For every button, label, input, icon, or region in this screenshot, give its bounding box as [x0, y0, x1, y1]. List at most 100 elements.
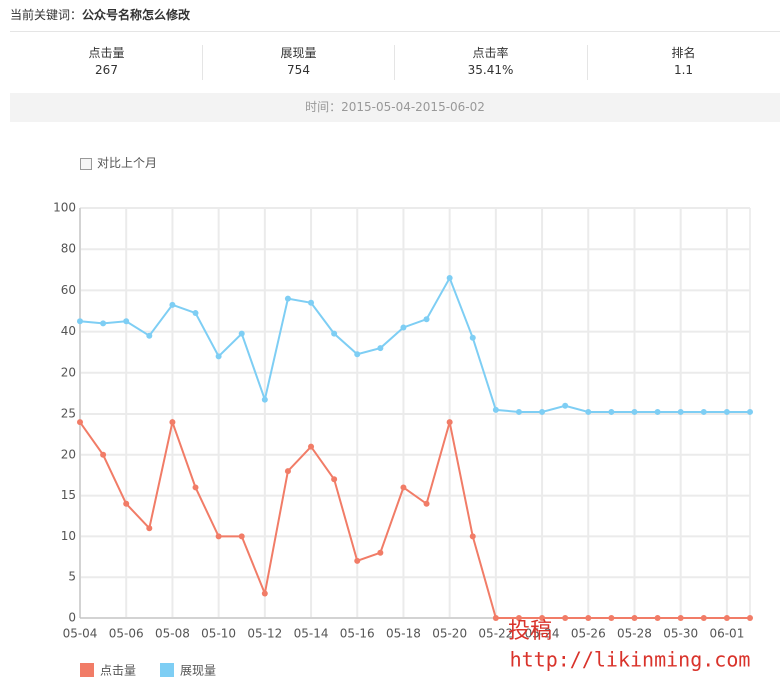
separator [202, 45, 203, 80]
x-tick-label: 05-26 [571, 627, 606, 641]
compare-checkbox[interactable]: 对比上个月 [80, 154, 157, 171]
x-tick-label: 05-18 [386, 627, 421, 641]
data-point [469, 533, 476, 540]
data-point [77, 318, 83, 325]
data-point [400, 484, 407, 491]
y-tick-label: 5 [68, 570, 76, 584]
data-point [492, 615, 499, 621]
data-point [354, 557, 361, 564]
x-tick-label: 05-20 [432, 627, 467, 641]
checkbox-label[interactable]: 对比上个月 [97, 156, 158, 170]
checkbox[interactable] [80, 157, 92, 170]
data-point [747, 615, 753, 621]
data-point [515, 408, 522, 415]
y2-tick-label: 20 [61, 365, 76, 379]
data-point [585, 408, 592, 415]
data-point [608, 408, 615, 415]
series-line [79, 418, 750, 619]
stat-label: 点击量 [88, 46, 125, 60]
y2-tick-label: 40 [61, 324, 76, 338]
legend-swatch [160, 663, 174, 677]
data-point [631, 408, 638, 415]
legend-label: 点击量 [100, 664, 136, 678]
data-point [354, 351, 361, 358]
x-tick-label: 05-16 [340, 627, 375, 641]
data-point [423, 316, 430, 323]
data-point [492, 406, 499, 413]
time-label: 时间： [305, 100, 342, 114]
data-point [215, 533, 222, 540]
data-point [215, 353, 222, 360]
y-tick-label: 10 [61, 529, 76, 543]
data-point [123, 318, 130, 325]
x-tick-label: 05-30 [663, 627, 698, 641]
data-point [446, 419, 453, 426]
data-point [284, 468, 291, 475]
keyword-header: 当前关键词：公众号名称怎么修改 [10, 6, 190, 23]
keyword: 公众号名称怎么修改 [82, 8, 191, 22]
data-point [585, 615, 592, 621]
data-point [562, 615, 569, 621]
y-tick-label: 25 [61, 407, 76, 421]
data-point [238, 330, 245, 337]
stat: 排名 1.1 [587, 45, 780, 79]
data-point [377, 549, 384, 556]
data-point [423, 500, 430, 507]
data-point [331, 330, 338, 337]
divider [10, 31, 780, 32]
data-point [308, 443, 315, 450]
data-point [238, 533, 245, 540]
data-point [747, 408, 753, 415]
keyword-label: 当前关键词： [10, 8, 83, 22]
watermark-url: http://likinming.com [510, 648, 751, 672]
time-range: 2015-05-04-2015-06-02 [341, 100, 485, 114]
data-point [631, 615, 638, 621]
data-point [608, 615, 615, 621]
data-point [192, 484, 199, 491]
y-tick-label: 15 [61, 488, 76, 502]
stat-value: 1.1 [673, 63, 694, 77]
data-point [77, 419, 83, 426]
watermark-title: 投稿 [508, 619, 552, 644]
separator [587, 45, 588, 80]
x-tick-label: 05-04 [63, 627, 98, 641]
y-tick-label: 0 [68, 611, 76, 625]
data-point [677, 615, 684, 621]
data-point [539, 408, 546, 415]
data-point [446, 275, 453, 282]
data-point [654, 408, 661, 415]
y2-tick-label: 60 [61, 283, 76, 297]
data-point [654, 615, 661, 621]
separator [394, 45, 395, 80]
data-point [192, 310, 199, 317]
y-tick-label: 20 [61, 447, 76, 461]
data-point [100, 451, 107, 458]
stat: 点击量 267 [10, 45, 203, 79]
x-tick-label: 05-08 [155, 627, 190, 641]
x-tick-label: 06-01 [709, 627, 744, 641]
stat: 展现量 754 [202, 45, 395, 79]
x-tick-label: 05-22 [478, 627, 513, 641]
y2-tick-label: 100 [53, 201, 76, 215]
data-point [562, 402, 569, 409]
data-point [284, 295, 291, 302]
data-point [469, 334, 476, 341]
time-bar: 时间：2015-05-04-2015-06-02 [10, 93, 780, 122]
x-tick-label: 05-24 [525, 627, 560, 641]
data-point [377, 345, 384, 352]
stat-label: 展现量 [280, 46, 317, 60]
stat-value: 754 [287, 63, 310, 77]
data-point [261, 396, 268, 403]
x-tick-label: 05-10 [201, 627, 236, 641]
data-point [677, 408, 684, 415]
x-tick-label: 05-14 [294, 627, 329, 641]
data-point [700, 408, 707, 415]
data-point [146, 332, 153, 339]
data-point [723, 408, 730, 415]
legend-label: 展现量 [180, 664, 216, 678]
data-point [169, 301, 176, 308]
stat-value: 267 [95, 63, 118, 77]
x-tick-label: 05-28 [617, 627, 652, 641]
